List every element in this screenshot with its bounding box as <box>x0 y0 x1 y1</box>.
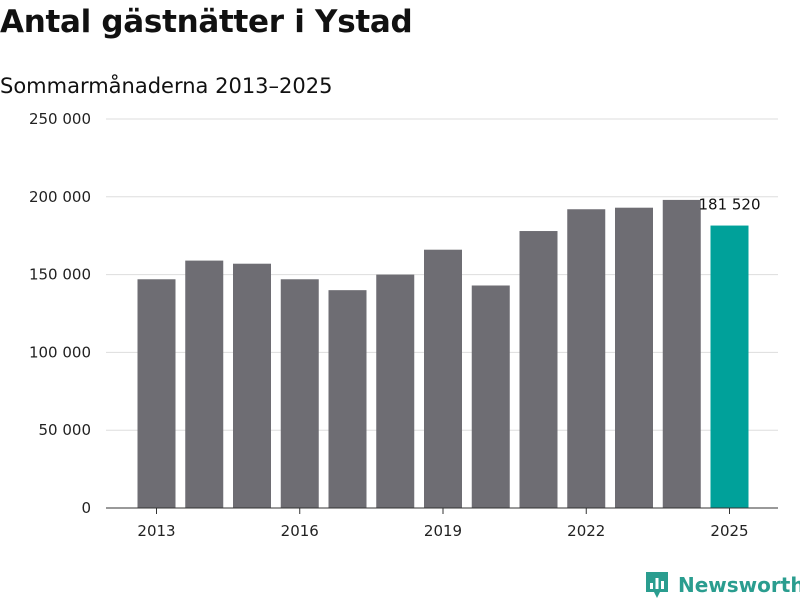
chart-subtitle: Sommarmånaderna 2013–2025 <box>0 74 333 98</box>
y-tick-label: 100 000 <box>29 343 91 361</box>
bar <box>519 231 558 509</box>
bar-chart: 0 50 000 100 000 150 000 200 000 250 000 2013 2… <box>29 110 778 540</box>
x-tick-label: 2025 <box>710 522 748 540</box>
data-label: 181 520 <box>698 196 760 214</box>
y-tick-label: 200 000 <box>29 188 91 206</box>
brand-name: Newsworthy <box>678 573 800 597</box>
bar <box>424 249 462 509</box>
y-tick-label: 0 <box>81 499 91 517</box>
y-tick-label: 150 000 <box>29 266 91 284</box>
chart-title: Antal gästnätter i Ystad <box>0 4 413 40</box>
bar <box>710 225 749 509</box>
bar <box>471 285 510 508</box>
x-tick-label: 2016 <box>281 522 319 540</box>
bar <box>185 260 224 508</box>
bar <box>328 290 367 508</box>
x-tick-label: 2019 <box>424 522 462 540</box>
newsworthy-logo-icon <box>646 572 668 598</box>
bar <box>280 279 319 508</box>
x-tick-label: 2022 <box>567 522 605 540</box>
bar <box>615 207 653 508</box>
x-tick-label: 2013 <box>137 522 175 540</box>
bar <box>233 263 271 508</box>
y-tick-label: 50 000 <box>39 421 92 439</box>
y-tick-label: 250 000 <box>29 110 91 128</box>
bar <box>137 279 176 508</box>
bar <box>376 274 415 508</box>
newsworthy-brand: Newsworthy <box>644 570 800 600</box>
bar <box>567 209 606 509</box>
bar <box>662 199 701 509</box>
